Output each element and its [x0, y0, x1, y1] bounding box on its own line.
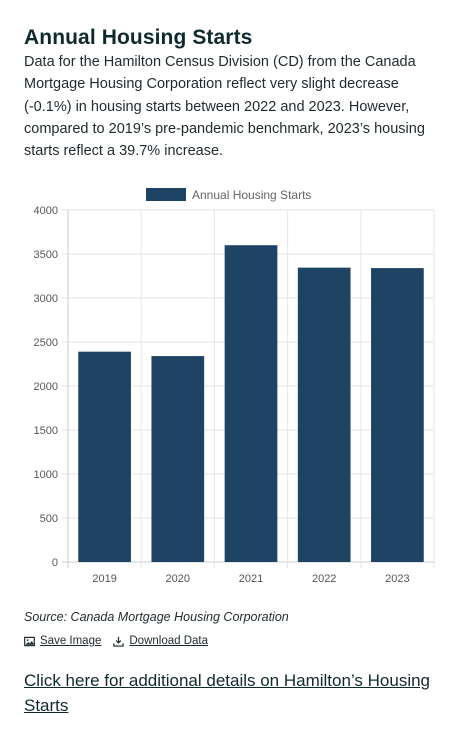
x-tick-label: 2020 [166, 573, 190, 585]
x-tick-label: 2021 [239, 573, 263, 585]
chart-bars [78, 245, 424, 562]
y-tick-label: 2000 [34, 381, 58, 393]
legend-swatch [146, 188, 186, 201]
source-note: Source: Canada Mortgage Housing Corporat… [24, 610, 289, 624]
x-tick-label: 2019 [92, 573, 116, 585]
download-data-button[interactable]: Download Data [113, 635, 208, 647]
bar-2019[interactable] [78, 351, 131, 562]
save-image-label: Save Image [40, 635, 102, 647]
y-tick-label: 2500 [34, 337, 58, 349]
intro-paragraph: Data for the Hamilton Census Division (C… [24, 54, 425, 160]
bar-2023[interactable] [371, 268, 424, 562]
save-image-button[interactable]: Save Image [24, 635, 101, 647]
x-tick-label: 2023 [385, 573, 409, 585]
chart-actions: Save Image Download Data [24, 635, 220, 647]
y-axis: 0 500 1000 1500 2000 2500 3000 3500 4000 [34, 205, 58, 569]
housing-starts-chart: Annual Housing Starts 0 500 1000 1500 2000 25… [34, 188, 435, 585]
legend-label: Annual Housing Starts [192, 188, 311, 202]
download-data-label: Download Data [129, 635, 209, 647]
bar-2022[interactable] [297, 267, 351, 562]
housing-details-link[interactable]: Click here for additional details on Ham… [24, 671, 431, 715]
chart-legend[interactable]: Annual Housing Starts [146, 188, 311, 202]
y-tick-label: 500 [40, 513, 58, 525]
y-tick-label: 3500 [34, 249, 58, 261]
image-icon [24, 636, 35, 646]
y-tick-label: 1000 [34, 469, 58, 481]
y-tick-label: 4000 [34, 205, 58, 217]
page-title: Annual Housing Starts [24, 26, 253, 49]
bar-2021[interactable] [224, 245, 278, 562]
y-tick-label: 3000 [34, 293, 58, 305]
y-tick-label: 1500 [34, 425, 58, 437]
download-icon [113, 636, 125, 647]
x-tick-label: 2022 [312, 573, 336, 585]
y-tick-label: 0 [52, 557, 58, 569]
bar-2020[interactable] [151, 356, 205, 562]
x-axis: 2019 2020 2021 2022 2023 [92, 573, 409, 585]
